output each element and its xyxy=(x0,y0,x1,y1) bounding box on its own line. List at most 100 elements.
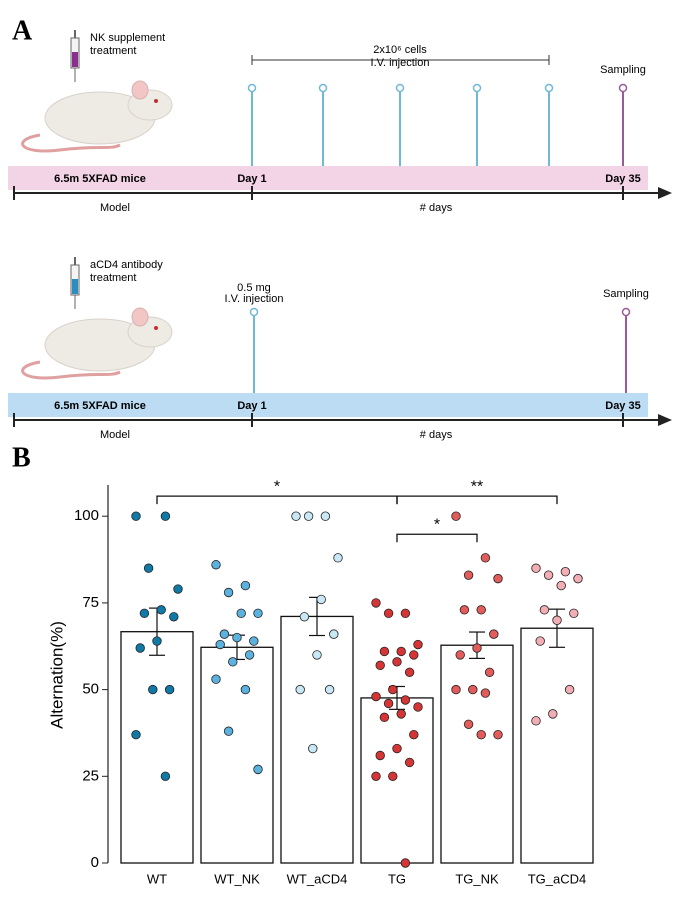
mouse-tail xyxy=(21,133,121,153)
data-point xyxy=(131,729,141,740)
y-axis-label: Alternation(%) xyxy=(47,621,66,729)
data-point xyxy=(404,667,415,677)
arrowhead xyxy=(658,414,672,426)
data-point xyxy=(211,674,221,684)
data-point xyxy=(463,570,474,580)
y-tick-label: 25 xyxy=(82,767,99,784)
dose: 2x10⁶ cells xyxy=(373,44,427,56)
sampling: Sampling xyxy=(600,64,646,76)
pin-head xyxy=(318,83,328,93)
mouse-ear xyxy=(131,307,149,327)
data-point xyxy=(308,743,318,754)
days-label: # days xyxy=(420,202,453,214)
day-label: Day 35 xyxy=(605,173,640,185)
data-point xyxy=(375,750,385,761)
data-point xyxy=(211,560,221,570)
data-point xyxy=(379,646,390,657)
significance-label: * xyxy=(434,516,440,533)
x-tick-label: TG_NK xyxy=(455,871,499,886)
x-tick-label: WT_aCD4 xyxy=(287,871,348,886)
y-tick-label: 50 xyxy=(82,681,99,698)
data-point xyxy=(409,650,419,660)
data-point xyxy=(463,719,474,729)
data-point xyxy=(383,698,394,709)
data-point xyxy=(392,657,402,667)
mouse-tail xyxy=(21,360,121,380)
data-point xyxy=(476,729,486,740)
data-point xyxy=(316,594,326,605)
model-band xyxy=(8,166,648,190)
bar xyxy=(360,697,434,864)
day-label: Day 1 xyxy=(237,173,266,185)
data-point xyxy=(535,636,545,646)
data-point xyxy=(249,636,259,646)
data-point xyxy=(143,563,154,573)
arrowhead xyxy=(658,187,672,199)
bar xyxy=(520,627,594,864)
data-point xyxy=(333,553,343,563)
x-tick-label: TG xyxy=(388,871,406,886)
sampling: Sampling xyxy=(603,288,649,300)
data-point xyxy=(573,573,583,584)
data-point xyxy=(548,709,558,719)
data-point xyxy=(400,695,411,705)
data-point xyxy=(320,511,331,521)
data-point xyxy=(388,771,398,782)
data-point xyxy=(379,712,390,723)
data-point xyxy=(569,608,579,619)
data-point xyxy=(148,684,158,695)
significance-bracket xyxy=(396,495,558,505)
data-point xyxy=(480,553,491,563)
bar xyxy=(200,646,274,864)
band-label: 6.5m 5XFAD mice xyxy=(54,400,146,412)
data-point xyxy=(493,729,503,740)
mouse-ear xyxy=(131,80,149,100)
data-point xyxy=(451,684,461,695)
data-point xyxy=(135,643,145,653)
data-point xyxy=(451,511,461,521)
data-point xyxy=(152,636,162,646)
data-point xyxy=(228,657,238,667)
data-point xyxy=(139,608,150,619)
pin-head xyxy=(621,307,631,317)
model-label: Model xyxy=(100,429,130,441)
y-tick-label: 75 xyxy=(82,594,99,611)
data-point xyxy=(371,691,381,702)
data-point xyxy=(371,771,381,782)
data-point xyxy=(160,511,171,521)
days-label: # days xyxy=(420,429,453,441)
treatment: treatment xyxy=(90,272,136,284)
dose: 0.5 mg xyxy=(237,282,271,294)
data-point xyxy=(404,757,415,768)
y-tick-label: 0 xyxy=(91,854,99,871)
data-point xyxy=(396,709,406,719)
data-point xyxy=(531,563,541,573)
data-point xyxy=(375,660,385,671)
data-point xyxy=(455,650,465,660)
data-point xyxy=(295,684,305,695)
data-point xyxy=(409,729,419,740)
model-band xyxy=(8,393,648,417)
data-point xyxy=(324,684,335,695)
data-point xyxy=(413,639,423,650)
significance-label: ** xyxy=(471,478,483,495)
pin-head xyxy=(618,83,628,93)
significance-label: * xyxy=(274,478,280,495)
y-tick-label: 100 xyxy=(74,507,99,524)
data-point xyxy=(560,566,571,577)
day-label: Day 1 xyxy=(237,400,266,412)
x-tick-label: WT_NK xyxy=(214,871,260,886)
pin-head xyxy=(249,307,259,317)
data-point xyxy=(543,570,554,580)
data-point xyxy=(552,615,562,625)
data-point xyxy=(383,608,394,619)
data-point xyxy=(476,605,486,615)
data-point xyxy=(173,584,183,594)
treatment: NK supplement xyxy=(90,32,165,44)
data-point xyxy=(388,684,398,695)
data-point xyxy=(392,743,402,754)
data-point xyxy=(240,580,251,591)
data-point xyxy=(253,608,263,619)
